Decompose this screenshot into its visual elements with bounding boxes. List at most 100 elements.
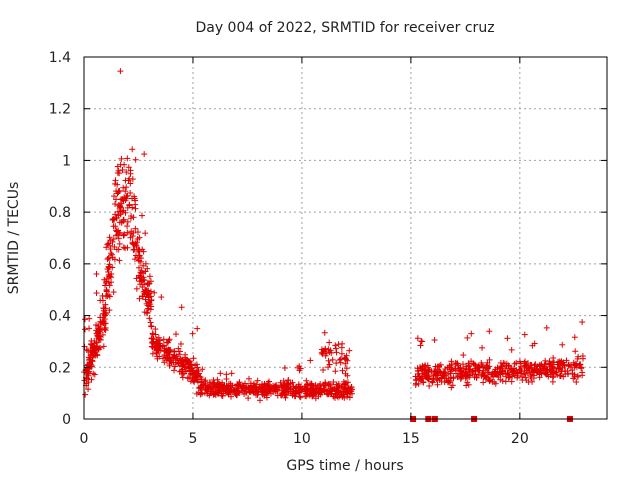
data-point — [306, 381, 313, 388]
data-point — [89, 348, 96, 355]
data-point — [339, 340, 346, 347]
data-point — [99, 331, 106, 338]
x-tick-labels: 0 5 10 15 20 — [80, 431, 529, 447]
data-point — [282, 394, 289, 401]
data-point — [113, 232, 120, 239]
data-point — [564, 370, 571, 377]
data-point — [146, 315, 153, 322]
data-point — [478, 372, 485, 379]
data-point — [322, 345, 329, 352]
data-point — [434, 363, 441, 370]
data-point — [81, 343, 88, 350]
data-point — [184, 375, 191, 382]
data-point — [531, 340, 538, 347]
data-point — [499, 367, 506, 374]
data-point — [153, 342, 160, 349]
data-point — [547, 371, 554, 378]
data-point — [480, 379, 487, 386]
data-point — [110, 289, 117, 296]
data-point — [520, 371, 527, 378]
data-point — [334, 392, 341, 399]
data-point — [102, 324, 109, 331]
data-point — [135, 246, 142, 253]
data-point — [425, 369, 432, 376]
data-point — [328, 390, 335, 397]
data-point — [124, 218, 131, 225]
data-point — [140, 274, 147, 281]
data-point — [467, 366, 474, 373]
data-point — [450, 375, 457, 382]
data-point — [109, 238, 116, 245]
data-point — [266, 384, 273, 391]
data-point — [344, 357, 351, 364]
data-point — [238, 383, 245, 390]
data-point — [143, 287, 150, 294]
data-point — [337, 356, 344, 363]
x-tick-label: 10 — [293, 431, 311, 447]
data-point — [100, 319, 107, 326]
data-point — [457, 371, 464, 378]
data-point — [344, 393, 351, 400]
data-point — [550, 368, 557, 375]
data-point — [134, 235, 141, 242]
data-point — [194, 372, 201, 379]
data-point — [215, 389, 222, 396]
data-point — [231, 386, 238, 393]
data-point — [475, 371, 482, 378]
data-point — [136, 295, 143, 302]
data-point — [281, 364, 288, 371]
data-point — [342, 360, 349, 367]
data-point — [156, 353, 163, 360]
data-point — [104, 293, 111, 300]
data-point — [186, 374, 193, 381]
data-point — [576, 362, 583, 369]
data-point — [508, 378, 515, 385]
x-tick-label: 20 — [511, 431, 529, 447]
data-point — [333, 360, 340, 367]
data-point — [465, 381, 472, 388]
data-point — [462, 368, 469, 375]
data-point — [159, 343, 166, 350]
data-point — [339, 367, 346, 374]
data-point — [111, 256, 118, 263]
data-point — [214, 376, 221, 383]
data-point — [536, 371, 543, 378]
data-point — [471, 361, 478, 368]
data-point — [199, 366, 206, 373]
data-point — [333, 349, 340, 356]
data-point — [172, 357, 179, 364]
data-point — [103, 278, 110, 285]
data-point — [279, 391, 286, 398]
data-point — [325, 357, 332, 364]
x-tick-label: 5 — [188, 431, 197, 447]
data-point — [453, 360, 460, 367]
data-point — [189, 330, 196, 337]
data-point — [325, 364, 332, 371]
data-point — [563, 357, 570, 364]
data-point — [476, 367, 483, 374]
data-point — [148, 303, 155, 310]
data-point — [148, 323, 155, 330]
data-point — [311, 389, 318, 396]
data-point — [452, 370, 459, 377]
data-point — [167, 357, 174, 364]
data-point — [250, 389, 257, 396]
data-point — [485, 376, 492, 383]
data-point — [447, 374, 454, 381]
data-point — [280, 384, 287, 391]
data-point — [444, 364, 451, 371]
data-point — [511, 372, 518, 379]
data-point — [188, 361, 195, 368]
x-axis-label: GPS time / hours — [286, 458, 403, 474]
data-point — [328, 349, 335, 356]
data-point — [235, 389, 242, 396]
data-point — [517, 360, 524, 367]
data-point — [466, 363, 473, 370]
data-point — [139, 212, 146, 219]
data-point — [336, 357, 343, 364]
data-point — [322, 380, 329, 387]
data-point — [134, 254, 141, 261]
y-tick-labels: 0 0.2 0.4 0.6 0.8 1 1.2 1.4 — [49, 50, 71, 428]
data-point — [90, 370, 97, 377]
data-point — [487, 377, 494, 384]
